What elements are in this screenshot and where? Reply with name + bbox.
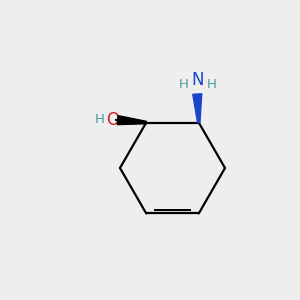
Text: O: O xyxy=(106,111,119,129)
Polygon shape xyxy=(117,116,146,124)
Text: H: H xyxy=(207,78,217,91)
Text: N: N xyxy=(191,71,203,89)
Polygon shape xyxy=(193,94,202,123)
Text: H: H xyxy=(95,113,105,126)
Text: H: H xyxy=(179,78,189,91)
